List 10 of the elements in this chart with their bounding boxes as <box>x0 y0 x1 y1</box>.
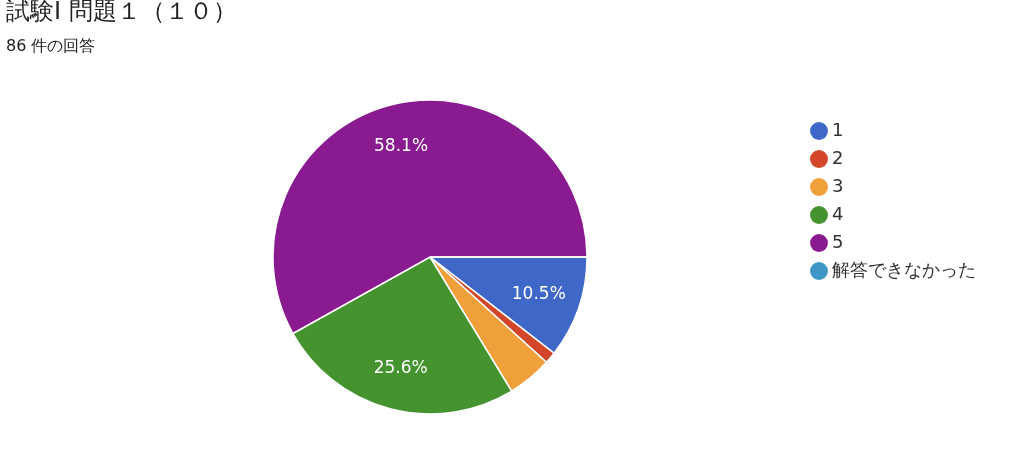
legend-label: 4 <box>832 203 844 224</box>
legend-label: 2 <box>832 147 844 168</box>
legend-label: 5 <box>832 231 844 252</box>
legend-label: 解答できなかった <box>832 259 976 280</box>
data-label: 58.1% <box>374 134 429 155</box>
text: 86 件の回答 <box>6 36 96 55</box>
data-label: 25.6% <box>373 357 428 378</box>
legend-label: 1 <box>832 119 844 140</box>
data-label: 10.5% <box>511 283 566 304</box>
legend-label: 3 <box>832 175 844 196</box>
